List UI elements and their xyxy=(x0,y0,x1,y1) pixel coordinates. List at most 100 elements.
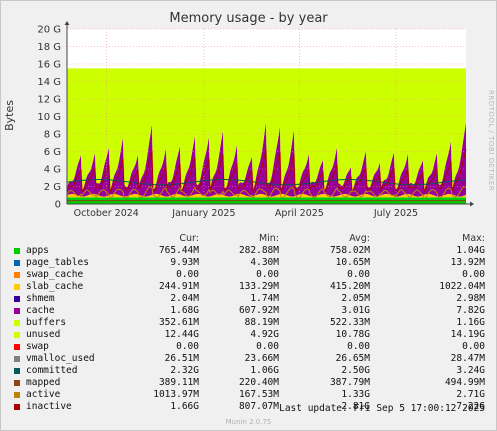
legend-row: inactive 1.66G 807.07M 2.81G 7.22G xyxy=(0,401,497,413)
legend-row: swap 0.00 0.00 0.00 0.00 xyxy=(0,341,497,353)
rrdtool-credit: RRDTOOL / TOBI OETIKER xyxy=(487,90,495,192)
legend-series-name: swap_cache xyxy=(26,269,84,280)
legend-max-value: 3.24G xyxy=(456,365,485,376)
y-tick-label: 16 G xyxy=(37,60,61,71)
legend-row: page_tables 9.93M 4.30M 10.65M 13.92M xyxy=(0,257,497,269)
x-tick-label: July 2025 xyxy=(373,208,418,219)
y-tick-label: 0 xyxy=(55,200,61,211)
x-axis-arrow xyxy=(470,201,474,207)
legend-avg-value: 415.20M xyxy=(329,281,370,292)
legend-cur-value: 244.91M xyxy=(158,281,199,292)
y-tick-label: 12 G xyxy=(37,95,61,106)
legend-max-value: 0.00 xyxy=(462,341,485,352)
legend-swatch xyxy=(14,308,20,314)
legend-swatch xyxy=(14,296,20,302)
legend-col-max: Max: xyxy=(462,233,485,244)
legend-avg-value: 10.78G xyxy=(335,329,370,340)
y-tick-label: 20 G xyxy=(37,25,61,36)
legend-swatch xyxy=(14,356,20,362)
legend-max-value: 13.92M xyxy=(450,257,485,268)
legend-cur-value: 0.00 xyxy=(176,269,199,280)
legend-avg-value: 10.65M xyxy=(335,257,370,268)
legend-swatch xyxy=(14,380,20,386)
legend-cur-value: 2.04M xyxy=(170,293,199,304)
legend-max-value: 2.98M xyxy=(456,293,485,304)
legend-cur-value: 389.11M xyxy=(158,377,199,388)
x-tick-labels: October 2024 January 2025 April 2025 July 2… xyxy=(74,208,418,219)
legend-cur-value: 12.44G xyxy=(164,329,199,340)
legend-swatch xyxy=(14,272,20,278)
legend-avg-value: 387.79M xyxy=(329,377,370,388)
legend-header: Cur: Min: Avg: Max: xyxy=(0,233,497,245)
y-tick-label: 6 G xyxy=(44,147,61,158)
legend-col-min: Min: xyxy=(258,233,279,244)
legend-row: vmalloc_used 26.51M 23.66M 26.65M 28.47M xyxy=(0,353,497,365)
y-tick-label: 14 G xyxy=(37,77,61,88)
axes xyxy=(64,21,474,207)
legend-series-name: page_tables xyxy=(26,257,89,268)
legend-row: cache 1.68G 607.92M 3.01G 7.82G xyxy=(0,305,497,317)
legend-row: unused 12.44G 4.92G 10.78G 14.19G xyxy=(0,329,497,341)
legend-avg-value: 2.05M xyxy=(341,293,370,304)
legend-row: active 1013.97M 167.53M 1.33G 2.71G xyxy=(0,389,497,401)
legend-cur-value: 0.00 xyxy=(176,341,199,352)
legend-row: buffers 352.61M 88.19M 522.33M 1.16G xyxy=(0,317,497,329)
legend-max-value: 7.22G xyxy=(456,401,485,412)
x-tick-label: October 2024 xyxy=(74,208,139,219)
y-tick-label: 8 G xyxy=(44,130,61,141)
y-tick-label: 18 G xyxy=(37,42,61,53)
legend-row: mapped 389.11M 220.40M 387.79M 494.99M xyxy=(0,377,497,389)
legend-swatch xyxy=(14,344,20,350)
legend-swatch xyxy=(14,368,20,374)
legend: Cur: Min: Avg: Max: apps 765.44M 282.88M 75… xyxy=(0,233,497,413)
legend-min-value: 1.74M xyxy=(250,293,279,304)
legend-row: committed 2.32G 1.06G 2.50G 3.24G xyxy=(0,365,497,377)
legend-cur-value: 765.44M xyxy=(158,245,199,256)
legend-cur-value: 352.61M xyxy=(158,317,199,328)
legend-max-value: 494.99M xyxy=(444,377,485,388)
legend-max-value: 7.82G xyxy=(456,305,485,316)
legend-avg-value: 758.02M xyxy=(329,245,370,256)
legend-swatch xyxy=(14,392,20,398)
legend-swatch xyxy=(14,404,20,410)
legend-min-value: 0.00 xyxy=(256,269,279,280)
legend-max-value: 14.19G xyxy=(450,329,485,340)
legend-cur-value: 9.93M xyxy=(170,257,199,268)
legend-min-value: 4.92G xyxy=(250,329,279,340)
legend-avg-value: 1.33G xyxy=(341,389,370,400)
legend-avg-value: 522.33M xyxy=(329,317,370,328)
legend-min-value: 0.00 xyxy=(256,341,279,352)
legend-series-name: committed xyxy=(26,365,78,376)
legend-col-avg: Avg: xyxy=(349,233,370,244)
legend-series-name: unused xyxy=(26,329,61,340)
legend-avg-value: 2.50G xyxy=(341,365,370,376)
legend-max-value: 2.71G xyxy=(456,389,485,400)
legend-min-value: 1.06G xyxy=(250,365,279,376)
legend-avg-value: 2.81G xyxy=(341,401,370,412)
legend-avg-value: 0.00 xyxy=(347,269,370,280)
legend-min-value: 167.53M xyxy=(238,389,279,400)
legend-row: swap_cache 0.00 0.00 0.00 0.00 xyxy=(0,269,497,281)
munin-version: Munin 2.0.75 xyxy=(225,418,272,426)
legend-row: shmem 2.04M 1.74M 2.05M 2.98M xyxy=(0,293,497,305)
legend-swatch xyxy=(14,284,20,290)
legend-series-name: active xyxy=(26,389,61,400)
legend-series-name: mapped xyxy=(26,377,61,388)
legend-series-name: inactive xyxy=(26,401,72,412)
x-tick-label: January 2025 xyxy=(171,208,235,219)
legend-swatch xyxy=(14,320,20,326)
line-active xyxy=(66,186,467,199)
legend-min-value: 133.29M xyxy=(238,281,279,292)
y-tick-labels: 0 2 G 4 G 6 G 8 G 10 G 12 G 14 G 16 G 18 G 20 G xyxy=(37,25,61,211)
legend-series-name: swap xyxy=(26,341,49,352)
legend-swatch xyxy=(14,260,20,266)
legend-col-cur: Cur: xyxy=(179,233,199,244)
legend-max-value: 1.04G xyxy=(456,245,485,256)
legend-min-value: 607.92M xyxy=(238,305,279,316)
line-inactive xyxy=(66,149,467,194)
legend-cur-value: 1013.97M xyxy=(153,389,199,400)
legend-max-value: 1.16G xyxy=(456,317,485,328)
legend-min-value: 88.19M xyxy=(244,317,279,328)
legend-series-name: vmalloc_used xyxy=(26,353,95,364)
